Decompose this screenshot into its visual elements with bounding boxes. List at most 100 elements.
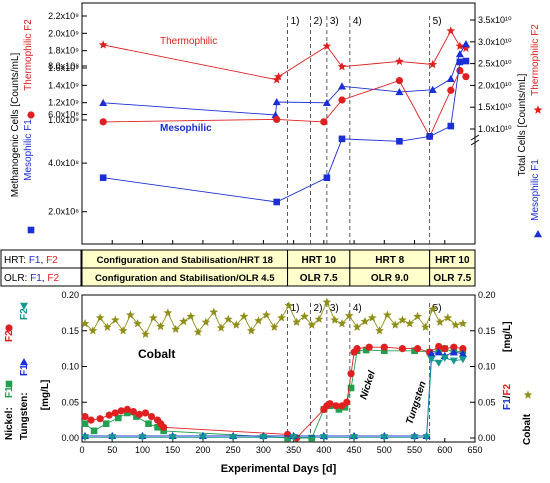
bottom-plot-frame (81, 294, 476, 443)
data-point-b4-8 (319, 434, 328, 442)
x-axis-label: Experimental Days [d] (221, 463, 337, 475)
annotation-nickel: Nickel (358, 369, 378, 401)
data-point-b3-14 (434, 348, 443, 356)
data-point-b0-42 (398, 315, 407, 324)
data-point-b0-0 (80, 319, 90, 328)
data-point-t2-4 (395, 76, 404, 85)
data-point-b2-7 (129, 407, 137, 416)
table-row-header-label-1: OLR: F1, F2 (4, 273, 59, 284)
xtick-label-3: 150 (165, 445, 180, 455)
right-label-part-2: F2 (502, 383, 513, 395)
series-line-t0 (103, 29, 467, 81)
data-point-t0-4 (337, 62, 347, 71)
data-point-b0-8 (141, 329, 150, 338)
data-point-t1-8 (455, 50, 464, 58)
table-cell-label-0-3: HRT 10 (435, 255, 470, 266)
data-point-b0-49 (451, 320, 460, 329)
data-point-b0-46 (428, 304, 438, 313)
legend-nickel-f1 (5, 380, 13, 388)
left-tick-label-10: 2.0x10⁸ (48, 207, 79, 217)
data-point-t2-1 (273, 115, 281, 124)
legend-cobalt-star (523, 390, 533, 399)
data-point-b4-16 (449, 357, 458, 365)
series-line-b1 (84, 348, 463, 439)
left-label-tungsten-f1: F1 (19, 364, 30, 376)
legend-nickel-f2 (5, 324, 13, 332)
data-point-b1-7 (154, 423, 161, 431)
data-point-t3-5 (426, 133, 433, 140)
data-point-b4-14 (434, 359, 443, 367)
right-y-label-mesophilic: Mesophilic F1 (530, 159, 541, 221)
data-point-b4-13 (427, 356, 436, 364)
header-f2: F2 (46, 255, 58, 266)
xtick-label-11: 550 (407, 445, 422, 455)
data-point-b0-22 (246, 326, 256, 335)
data-point-b1-2 (102, 420, 110, 427)
top-plot-frame (81, 2, 476, 245)
data-point-b0-2 (95, 313, 105, 322)
data-point-b2-1 (87, 416, 95, 424)
data-point-t0-2 (274, 72, 283, 81)
data-point-b4-3 (168, 434, 177, 442)
annotation-mesophilic: Mesophilic (160, 123, 212, 134)
data-point-t3-4 (396, 137, 403, 145)
data-point-b2-18 (326, 400, 334, 408)
event-label-2: 3) (330, 16, 339, 27)
data-point-b2-3 (105, 411, 113, 419)
data-point-b2-24 (353, 345, 361, 353)
legend-tungsten-f1 (20, 358, 28, 366)
left-y-label-thermophilic: Thermophilic F2 (23, 19, 34, 91)
data-point-b2-28 (413, 345, 422, 353)
data-point-b0-21 (239, 311, 249, 321)
data-point-b1-19 (411, 347, 418, 355)
data-point-b2-33 (459, 345, 467, 353)
data-point-t1-5 (395, 87, 404, 96)
xtick-label-1: 50 (107, 445, 117, 455)
data-point-b0-9 (149, 313, 158, 322)
data-point-b4-11 (410, 434, 419, 442)
data-point-b0-3 (103, 322, 112, 331)
right-tick-label-0: 3.5x10¹⁰ (478, 15, 512, 25)
data-point-t3-1 (273, 198, 280, 206)
data-point-t1-4 (337, 82, 346, 90)
data-point-b4-1 (108, 434, 117, 442)
data-point-t0-0 (98, 40, 108, 49)
data-point-t3-7 (456, 58, 464, 66)
data-point-b0-11 (163, 308, 173, 317)
data-point-t1-3 (322, 98, 331, 107)
left-label-nickel-f2: F2 (4, 330, 15, 342)
data-point-b0-41 (390, 320, 400, 329)
data-point-b2-22 (347, 370, 355, 378)
data-point-t2-8 (462, 73, 470, 81)
data-point-t0-6 (428, 59, 438, 69)
left-label-nickel: Nickel: (4, 407, 15, 440)
bottom-event-label-2: 3) (330, 303, 339, 314)
bottom-right-tick-label-0: 0.00 (478, 433, 496, 443)
header-kind: OLR: (4, 273, 30, 284)
data-point-b2-25 (365, 343, 373, 351)
data-point-b0-19 (223, 314, 233, 323)
data-point-b2-21 (343, 398, 351, 406)
data-point-b2-9 (141, 409, 150, 417)
data-point-t0-5 (395, 56, 404, 66)
data-point-b0-23 (254, 316, 263, 325)
data-point-b0-44 (413, 311, 422, 321)
left-tick-label-4: 1.4x10⁹ (48, 80, 79, 90)
data-point-t2-3 (338, 96, 346, 104)
data-point-t0-9 (461, 43, 471, 53)
legend-thermophilic-circle (27, 111, 35, 119)
table-row-header-1 (0, 267, 82, 287)
event-label-4: 5) (433, 16, 442, 27)
data-point-t2-7 (456, 67, 464, 75)
table-cell-label-0-1: HRT 10 (301, 255, 336, 266)
left-tick-label-2: 1.8x10⁹ (48, 46, 79, 56)
series-line-b4 (85, 357, 463, 438)
data-point-b1-15 (347, 384, 355, 392)
data-point-b2-5 (117, 407, 125, 415)
table-cell-label-0-2: HRT 8 (375, 255, 404, 266)
data-point-b0-14 (186, 311, 196, 321)
data-point-b3-17 (458, 349, 467, 357)
table-cell-label-1-2: OLR 9.0 (371, 273, 409, 284)
xtick-label-9: 450 (347, 445, 362, 455)
bottom-right-tick-label-3: 0.15 (478, 326, 496, 336)
